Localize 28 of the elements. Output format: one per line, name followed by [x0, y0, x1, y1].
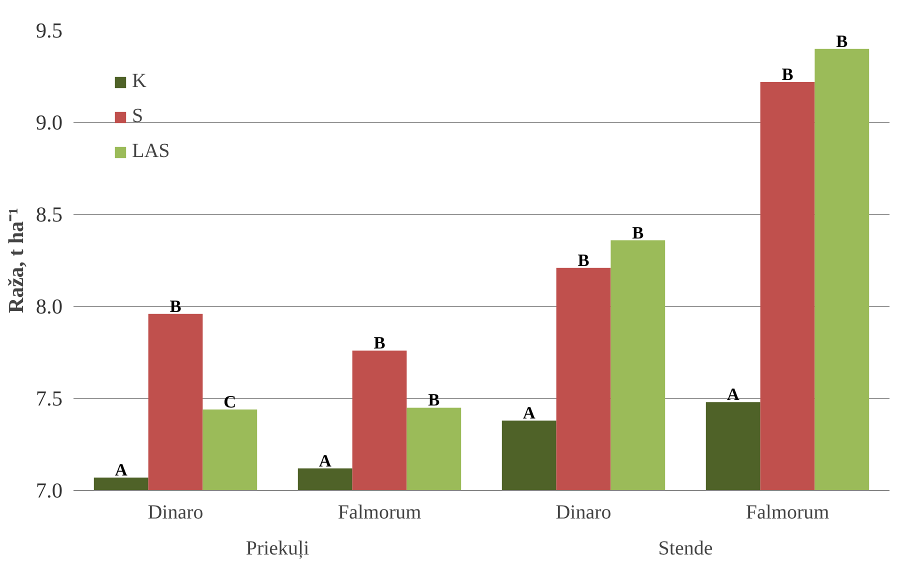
data-label: A — [726, 385, 740, 404]
legend-label: S — [132, 105, 144, 128]
data-label: B — [170, 296, 182, 316]
y-tick-label: 9.0 — [36, 110, 63, 134]
data-label: B — [836, 32, 848, 51]
y-tick-label: 7.0 — [36, 478, 63, 502]
data-label: B — [578, 250, 590, 270]
x-tick-label: Falmorum — [746, 502, 830, 524]
x-tick-label: Falmorum — [338, 502, 422, 524]
text: Priekuļi — [246, 538, 310, 560]
data-label: A — [522, 404, 536, 423]
y-axis-title: Raža, t ha⁻¹ — [4, 208, 28, 314]
data-label: B — [374, 334, 386, 353]
data-label: B — [632, 223, 644, 242]
legend-label: K — [132, 70, 148, 93]
text: Stende — [658, 538, 713, 560]
data-label: A — [318, 451, 332, 470]
data-label: B — [428, 390, 440, 410]
legend-label: LAS — [132, 140, 170, 163]
x-tick-label: Dinaro — [556, 502, 612, 524]
y-tick-label: 8.5 — [36, 202, 63, 226]
x-tick-label: Dinaro — [148, 502, 204, 524]
y-tick-label: 9.5 — [36, 18, 63, 42]
data-label: A — [114, 460, 128, 480]
data-label: C — [224, 392, 236, 412]
y-tick-label: 8.0 — [36, 294, 63, 318]
y-tick-label: 7.5 — [36, 386, 63, 410]
data-label: B — [782, 65, 794, 84]
